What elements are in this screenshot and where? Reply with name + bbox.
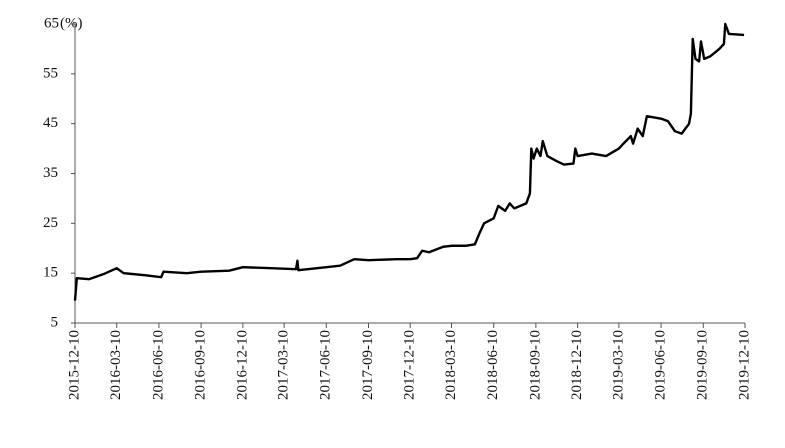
y-tick-label: 5 [51, 314, 59, 330]
y-tick-label: 65 [44, 15, 59, 31]
x-tick-label: 2018-12-10 [569, 330, 585, 400]
y-tick-label: 45 [43, 115, 58, 131]
x-tick-label: 2017-03-10 [276, 330, 292, 400]
y-tick-label: 55 [43, 65, 58, 81]
x-tick-label: 2016-03-10 [108, 330, 124, 400]
x-tick-label: 2017-12-10 [402, 330, 418, 400]
x-tick-label: 2018-03-10 [443, 330, 459, 400]
x-tick-label: 2019-06-10 [653, 330, 669, 400]
x-tick-label: 2017-09-10 [360, 330, 376, 400]
x-tick-label: 2016-12-10 [234, 330, 250, 400]
x-tick-label: 2018-09-10 [527, 330, 543, 400]
x-tick-label: 2019-12-10 [736, 330, 752, 400]
unit-label: (%) [60, 15, 83, 31]
y-tick-label: 25 [43, 215, 58, 231]
x-tick-label: 2018-06-10 [485, 330, 501, 400]
x-tick-label: 2019-09-10 [695, 330, 711, 400]
x-tick-label: 2017-06-10 [318, 330, 334, 400]
y-tick-label: 15 [43, 265, 58, 281]
series-line [73, 22, 745, 301]
x-tick-label: 2016-09-10 [193, 330, 209, 400]
x-tick-label: 2016-06-10 [150, 330, 166, 400]
y-tick-label: 35 [43, 165, 58, 181]
x-tick-label: 2015-12-10 [66, 330, 82, 400]
x-tick-label: 2019-03-10 [610, 330, 626, 400]
